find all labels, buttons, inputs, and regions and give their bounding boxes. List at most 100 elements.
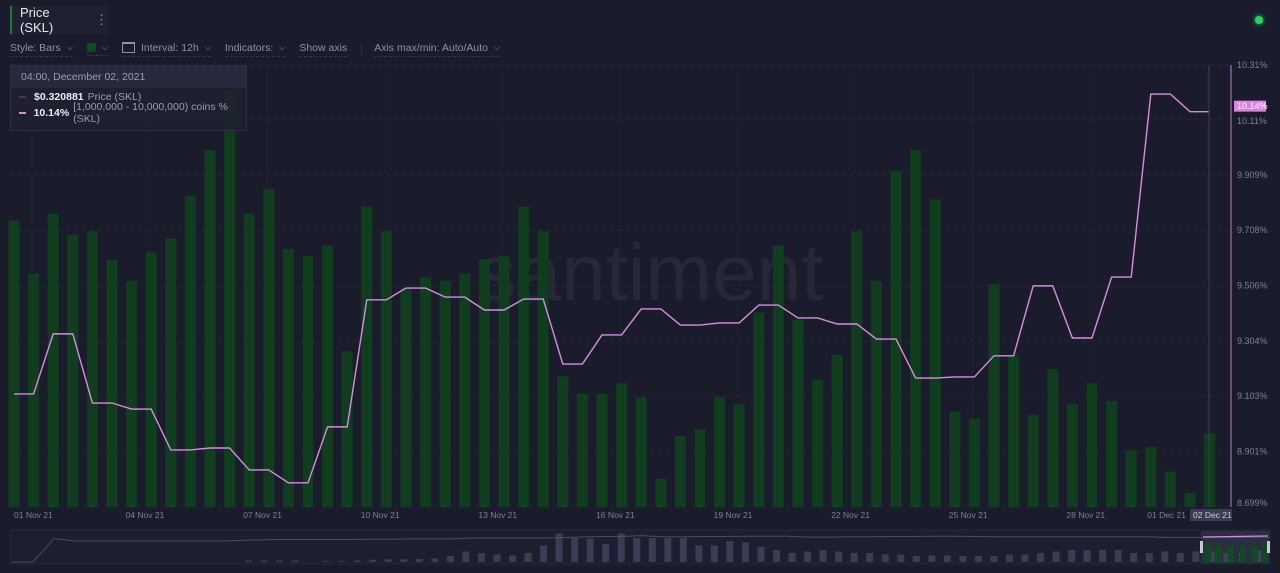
navigator-bar <box>928 555 936 562</box>
price-bar <box>302 255 314 507</box>
price-bar <box>792 319 804 507</box>
navigator-bar <box>322 561 330 562</box>
navigator-bar <box>431 558 439 562</box>
navigator-bar <box>1068 550 1076 562</box>
navigator-bar <box>1005 554 1013 562</box>
chevron-down-icon: ⌵ <box>66 42 73 52</box>
chevron-down-icon: ⌵ <box>101 42 108 52</box>
navigator <box>9 529 1271 565</box>
navigator-bar <box>353 560 361 562</box>
navigator-bar <box>384 559 392 562</box>
interval-dropdown[interactable]: Interval: 12h ⌵ <box>121 41 211 57</box>
navigator-bar <box>1114 550 1122 562</box>
navigator-bar <box>881 554 889 562</box>
navigator-selection-bar <box>1205 545 1211 563</box>
navigator-selection-bar <box>1252 545 1258 563</box>
chevron-down-icon: ⌵ <box>204 42 211 52</box>
price-bar <box>733 404 745 507</box>
navigator-bar <box>462 551 470 562</box>
navigator-bar <box>633 538 641 562</box>
price-bar <box>341 351 353 507</box>
navigator-bar <box>974 556 982 562</box>
price-bar <box>714 397 726 507</box>
navigator-selection-bar <box>1216 545 1222 563</box>
price-bar <box>635 397 647 507</box>
navigator-bar <box>555 533 563 562</box>
navigator-bar <box>571 538 579 562</box>
chevron-down-icon: ⌵ <box>494 42 501 52</box>
navigator-bar <box>477 553 485 562</box>
x-tick-label: 04 Nov 21 <box>126 510 165 520</box>
interval-label: Interval: 12h <box>140 41 199 54</box>
price-bar <box>1164 471 1176 507</box>
navigator-bar <box>1037 553 1045 562</box>
navigator-bar <box>912 556 920 562</box>
navigator-right-handle[interactable] <box>1267 541 1270 553</box>
navigator-bar <box>648 538 656 562</box>
watermark: santiment <box>477 228 824 317</box>
price-bar <box>1106 400 1118 507</box>
navigator-bar <box>679 538 687 562</box>
x-tick-label: 22 Nov 21 <box>831 510 870 520</box>
holders-line <box>14 93 1210 484</box>
price-bar <box>1066 404 1078 507</box>
navigator-bar <box>1207 551 1215 562</box>
navigator-bar <box>1223 553 1231 562</box>
price-bar <box>557 376 569 507</box>
y-axis-ticks: 10.31% 10.11% 9.909% 9.708% 9.506% 9.304% 9.10… <box>1234 60 1268 508</box>
navigator-bar <box>1192 551 1200 562</box>
price-bar <box>812 379 824 507</box>
highlighted-date-badge <box>1190 509 1232 521</box>
color-picker[interactable]: ⌵ <box>86 42 108 56</box>
chevron-down-icon: ⌵ <box>279 42 286 52</box>
x-tick-label: 16 Nov 21 <box>596 510 635 520</box>
style-dropdown[interactable]: Style: Bars ⌵ <box>10 42 73 57</box>
tooltip-price-value: $0.320881 <box>34 91 84 103</box>
navigator-bar <box>866 553 874 562</box>
metric-tab-price-skl[interactable]: Price (SKL) ⋮ <box>10 5 108 35</box>
highlighted-date-label: 02 Dec 21 <box>1193 510 1232 520</box>
price-bar <box>106 259 118 507</box>
price-bar <box>165 238 177 508</box>
price-bar <box>1047 369 1059 507</box>
navigator-left-handle[interactable] <box>1200 541 1203 553</box>
y-tick-label: 9.103% <box>1237 391 1268 401</box>
x-axis-ticks: 01 Nov 21 04 Nov 21 07 Nov 21 10 Nov 21 13 N… <box>14 509 1232 521</box>
price-bar <box>1204 433 1216 507</box>
x-tick-label: 13 Nov 21 <box>478 510 517 520</box>
tooltip-price-label: Price (SKL) <box>87 91 142 103</box>
navigator-bar <box>400 559 408 562</box>
x-tick-label: 01 Nov 21 <box>14 510 53 520</box>
navigator-bar <box>602 544 610 562</box>
price-bar <box>851 231 863 507</box>
y-tick-label: 9.304% <box>1237 336 1268 346</box>
price-bar <box>361 206 373 507</box>
navigator-bar <box>1176 553 1184 562</box>
price-bar <box>498 255 510 507</box>
price-bar <box>8 220 20 508</box>
price-bar <box>263 188 275 507</box>
navigator-bar <box>695 545 703 562</box>
style-label: Style: Bars <box>10 41 61 54</box>
navigator-bar <box>260 560 268 562</box>
navigator-bar <box>850 553 858 562</box>
tooltip-row-holders: 10.14% [1,000,000 - 10,000,000) coins % … <box>11 101 246 125</box>
holders-marker <box>19 112 26 114</box>
navigator-selection-line <box>1202 535 1269 538</box>
navigator-bar <box>1083 550 1091 562</box>
vertical-dots-icon[interactable]: ⋮ <box>95 12 108 27</box>
navigator-selection-bar <box>1240 545 1246 563</box>
axis-minmax-label: Axis max/min: Auto/Auto <box>374 41 489 54</box>
axis-minmax-dropdown[interactable]: Axis max/min: Auto/Auto ⌵ <box>374 41 501 57</box>
show-axis-toggle[interactable]: Show axis <box>299 42 348 57</box>
x-tick-label: 01 Dec 21 <box>1147 510 1186 520</box>
y-tick-label: 8.901% <box>1237 447 1268 457</box>
navigator-bar <box>726 541 734 562</box>
price-bar <box>282 248 294 507</box>
navigator-bar <box>1052 551 1060 562</box>
metric-tab-label: Price (SKL) <box>20 5 54 35</box>
indicators-dropdown[interactable]: Indicators: ⌵ <box>224 42 286 57</box>
navigator-bar <box>338 561 346 562</box>
y-tick-label: 9.506% <box>1237 281 1268 291</box>
